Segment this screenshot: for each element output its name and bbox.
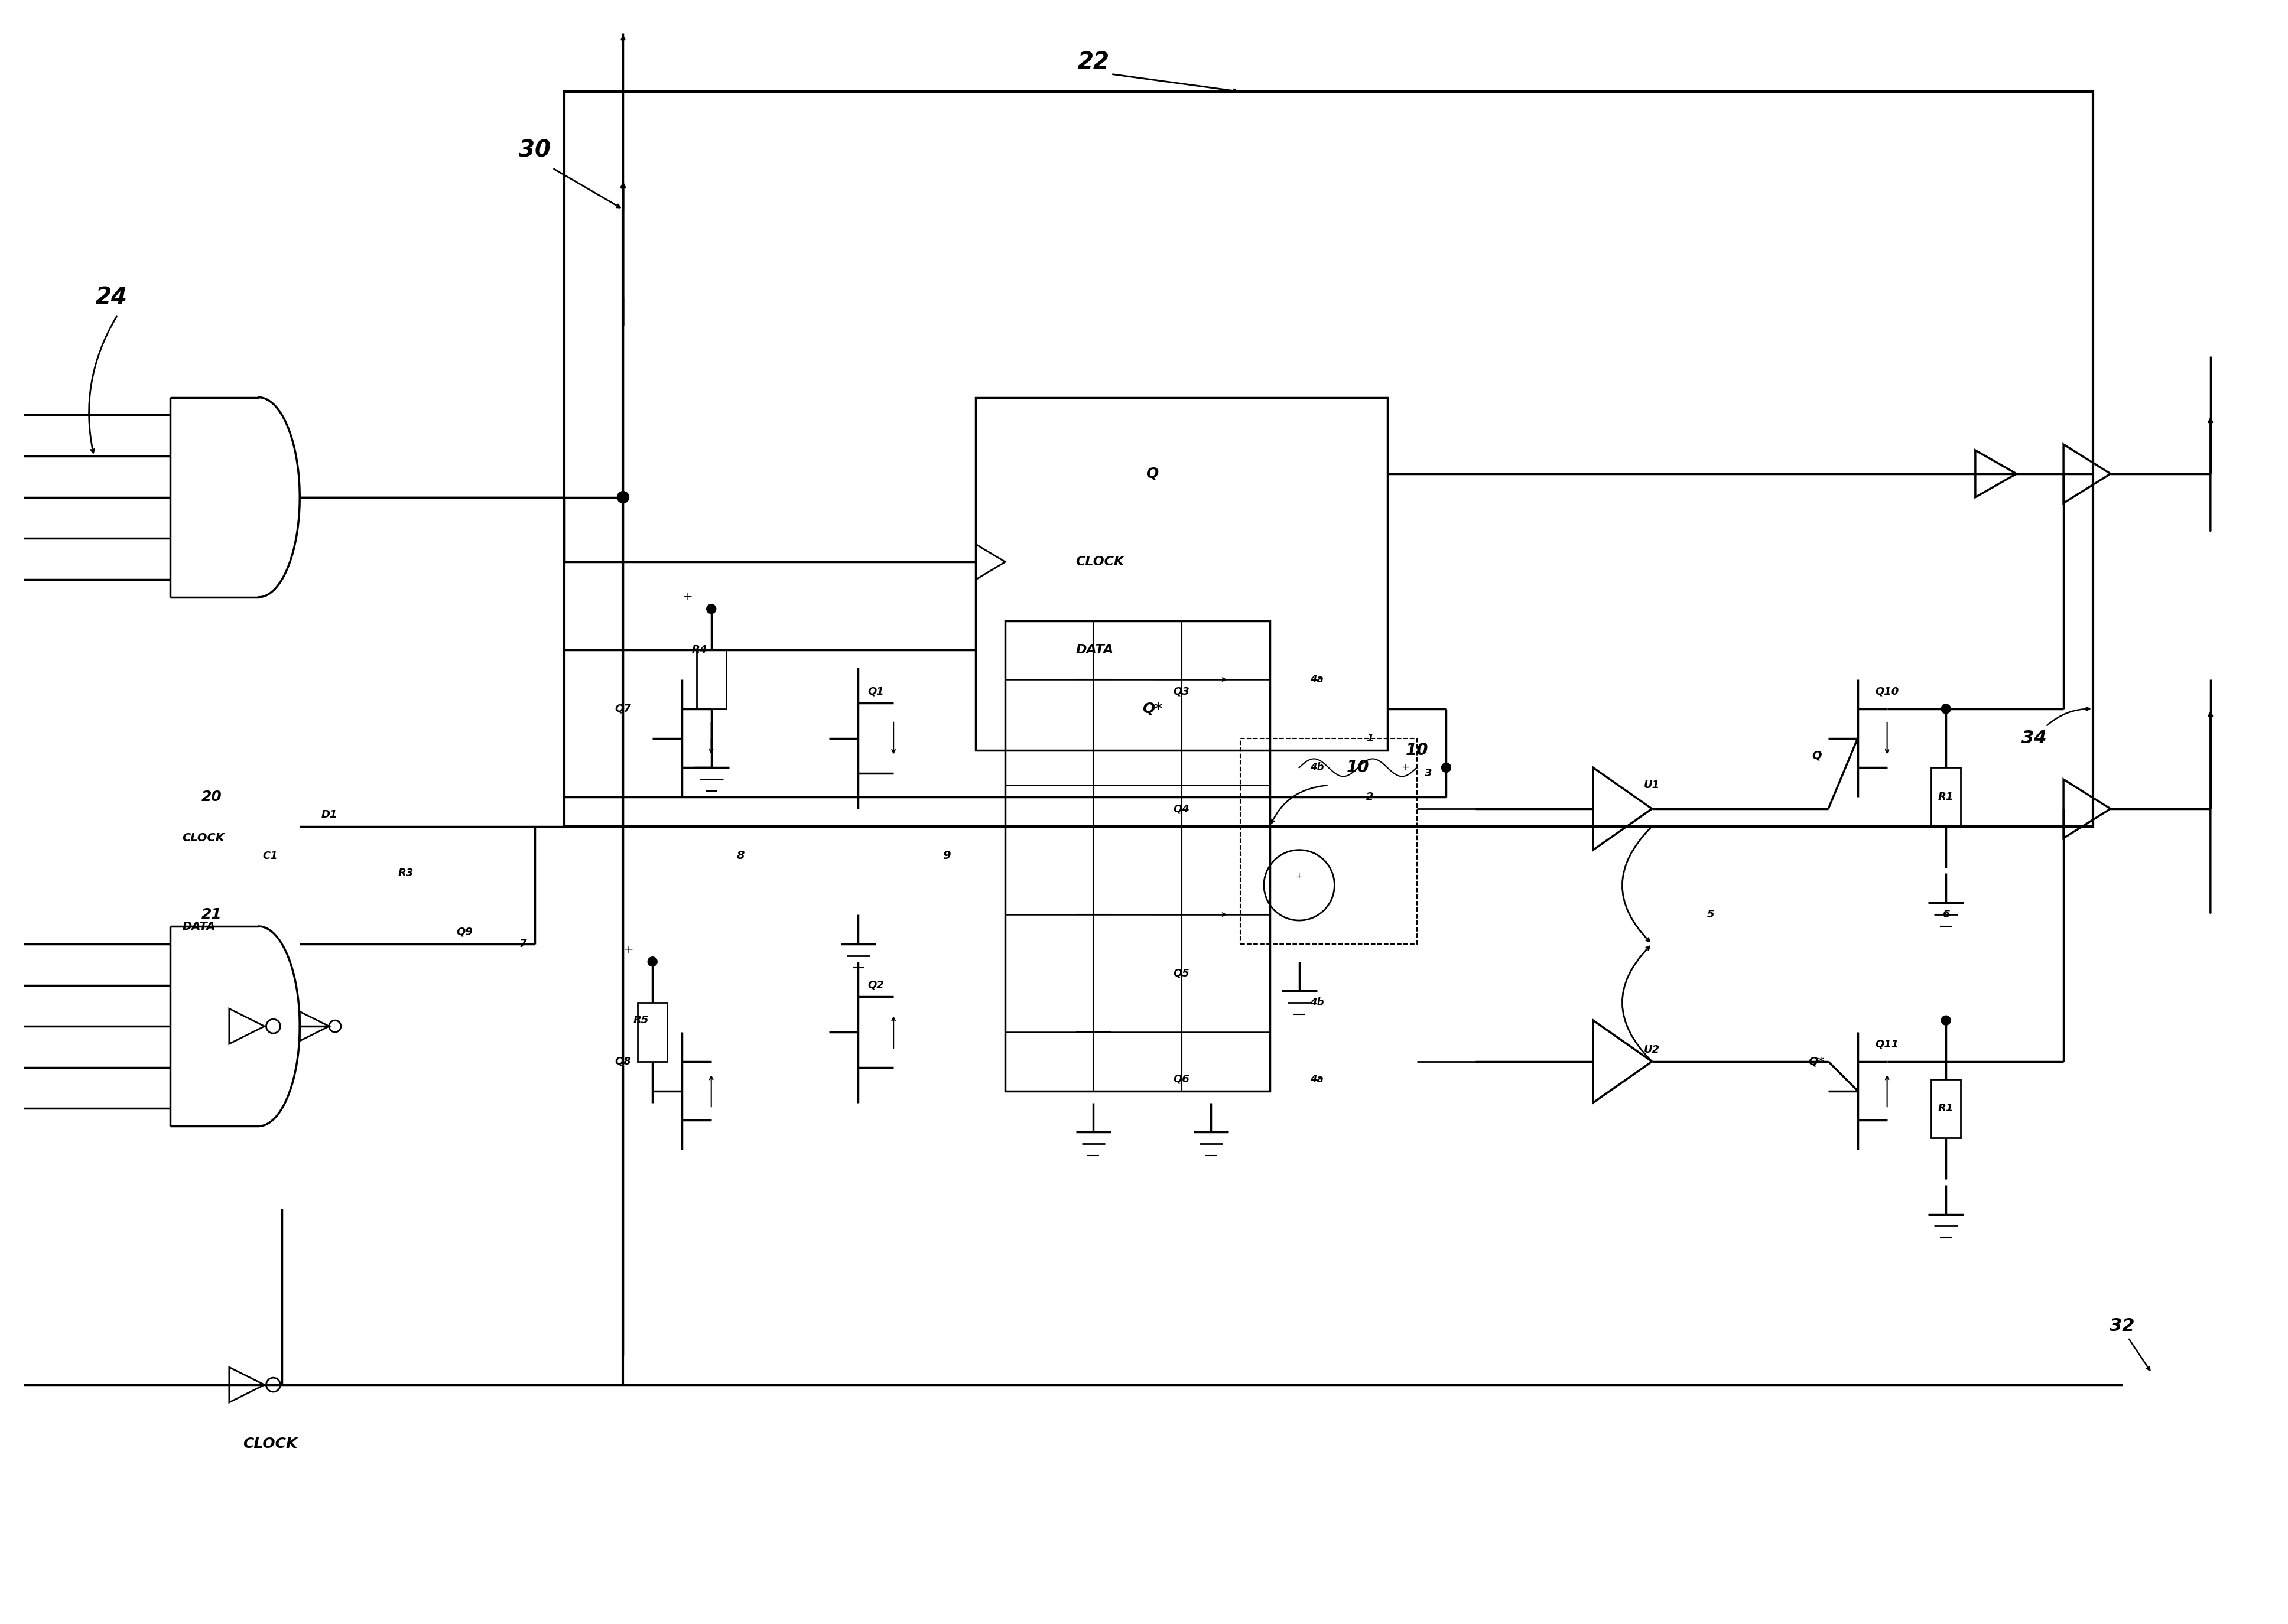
Text: 24: 24 <box>96 286 128 309</box>
Text: Q4: Q4 <box>1174 804 1190 814</box>
Text: Q8: Q8 <box>615 1056 631 1067</box>
Text: Q2: Q2 <box>867 979 883 991</box>
Bar <box>565 91 2094 827</box>
Text: Q*: Q* <box>1142 702 1162 716</box>
Text: 2: 2 <box>1366 791 1373 802</box>
Text: Q1: Q1 <box>867 685 883 697</box>
Bar <box>696 650 725 708</box>
Text: 30: 30 <box>519 140 551 162</box>
Circle shape <box>1940 1015 1952 1025</box>
Text: R4: R4 <box>691 645 707 656</box>
Bar <box>1240 739 1416 944</box>
Text: CLOCK: CLOCK <box>243 1437 297 1450</box>
Text: CLOCK: CLOCK <box>183 833 224 844</box>
Text: R3: R3 <box>398 869 414 879</box>
Text: DATA: DATA <box>183 921 215 932</box>
Text: +: + <box>682 591 693 603</box>
Text: +: + <box>1400 762 1409 773</box>
Text: 4a: 4a <box>1311 674 1325 685</box>
Text: 10: 10 <box>1348 760 1371 776</box>
Text: 32: 32 <box>2110 1317 2135 1335</box>
Text: 4b: 4b <box>1311 997 1325 1009</box>
Text: C1: C1 <box>263 851 277 861</box>
Text: Q9: Q9 <box>455 927 474 937</box>
Text: Q*: Q* <box>1808 1056 1824 1067</box>
Text: 9: 9 <box>943 851 950 861</box>
Circle shape <box>707 604 716 614</box>
Text: 21: 21 <box>201 908 222 922</box>
Text: 5: 5 <box>1707 909 1714 919</box>
Text: Q: Q <box>1812 750 1821 762</box>
Circle shape <box>1940 705 1952 713</box>
Text: U2: U2 <box>1645 1044 1661 1056</box>
Text: U1: U1 <box>1645 780 1661 791</box>
Text: CLOCK: CLOCK <box>1075 555 1123 568</box>
Text: 4a: 4a <box>1311 1073 1325 1085</box>
Bar <box>1931 1078 1961 1138</box>
Text: Q5: Q5 <box>1174 968 1190 979</box>
Bar <box>977 398 1387 750</box>
Text: 3: 3 <box>1425 768 1432 780</box>
Circle shape <box>618 492 629 503</box>
Bar <box>638 1002 668 1062</box>
Text: Q10: Q10 <box>1876 685 1899 697</box>
Text: R5: R5 <box>634 1015 648 1026</box>
Text: R1: R1 <box>1938 791 1954 802</box>
Bar <box>1931 768 1961 827</box>
Text: 10: 10 <box>1405 742 1428 758</box>
Bar <box>1004 620 1270 1091</box>
Text: D1: D1 <box>320 809 336 820</box>
Text: Q: Q <box>1146 466 1158 481</box>
Text: 8: 8 <box>737 851 744 861</box>
Text: 22: 22 <box>1078 50 1110 73</box>
Text: 7: 7 <box>519 939 526 950</box>
Text: +: + <box>625 944 634 955</box>
Text: Q6: Q6 <box>1174 1073 1190 1085</box>
Text: Q7: Q7 <box>615 703 631 715</box>
Text: Q11: Q11 <box>1876 1039 1899 1049</box>
Text: DATA: DATA <box>1075 645 1114 656</box>
Text: Q3: Q3 <box>1174 685 1190 697</box>
Text: R1: R1 <box>1938 1103 1954 1114</box>
Circle shape <box>648 957 657 966</box>
Text: 4b: 4b <box>1311 762 1325 773</box>
Text: +: + <box>1295 872 1302 880</box>
Text: 34: 34 <box>2023 729 2048 747</box>
Text: 1: 1 <box>1366 732 1373 744</box>
Text: 20: 20 <box>201 789 222 804</box>
Circle shape <box>1441 763 1451 773</box>
Text: 6: 6 <box>1943 909 1949 919</box>
